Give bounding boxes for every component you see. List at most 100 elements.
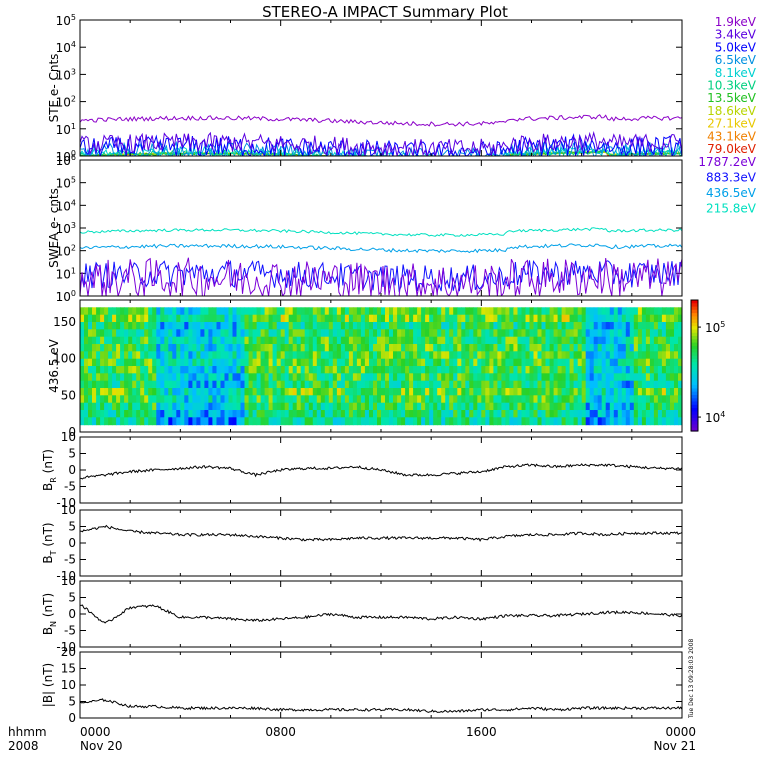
heatmap-cell xyxy=(461,380,466,389)
heatmap-cell xyxy=(589,388,595,396)
heatmap-cell xyxy=(276,351,282,360)
heatmap-cell xyxy=(541,358,547,367)
panel-frame xyxy=(79,509,683,577)
heatmap-cell xyxy=(509,336,514,345)
heatmap-cell xyxy=(674,366,679,374)
heatmap-cell xyxy=(577,351,583,360)
heatmap-cell xyxy=(224,388,230,396)
heatmap-cell xyxy=(152,395,157,404)
heatmap-cell xyxy=(272,314,278,323)
heatmap-cell xyxy=(609,410,615,418)
heatmap-cell xyxy=(312,322,318,330)
heatmap-cell xyxy=(332,329,338,338)
heatmap-cell xyxy=(649,358,655,367)
heatmap-cell xyxy=(670,358,675,367)
heatmap-cell xyxy=(405,344,410,352)
heatmap-cell xyxy=(505,380,510,389)
heatmap-cell xyxy=(112,322,117,330)
heatmap-cell xyxy=(481,373,486,382)
heatmap-cell xyxy=(164,322,169,330)
heatmap-cell xyxy=(176,417,181,426)
heatmap-cell xyxy=(373,380,378,389)
heatmap-cell xyxy=(192,402,197,411)
heatmap-cell xyxy=(670,366,675,374)
heatmap-cell xyxy=(577,358,583,367)
heatmap-cell xyxy=(425,336,430,345)
heatmap-cell xyxy=(665,322,671,330)
heatmap-cell xyxy=(244,336,250,345)
heatmap-cell xyxy=(557,395,563,404)
heatmap-cell xyxy=(577,402,583,411)
heatmap-cell xyxy=(240,410,246,418)
heatmap-cell xyxy=(164,410,169,418)
heatmap-cell xyxy=(192,358,197,367)
y-axis-label: BT (nT) xyxy=(41,522,58,563)
heatmap-cell xyxy=(465,380,470,389)
heatmap-cell xyxy=(469,329,474,338)
heatmap-cell xyxy=(425,314,430,323)
heatmap-cell xyxy=(537,329,543,338)
heatmap-cell xyxy=(457,388,462,396)
heatmap-cell xyxy=(164,336,169,345)
heatmap-cell xyxy=(240,388,246,396)
heatmap-cell xyxy=(453,336,458,345)
heatmap-cell xyxy=(401,388,406,396)
heatmap-cell xyxy=(597,351,603,360)
heatmap-cell xyxy=(597,380,603,389)
heatmap-cell xyxy=(160,366,165,374)
heatmap-cell xyxy=(260,329,266,338)
heatmap-cell xyxy=(465,344,470,352)
heatmap-cell xyxy=(601,366,607,374)
heatmap-cell xyxy=(236,351,242,360)
heatmap-cell xyxy=(104,322,109,330)
heatmap-cell xyxy=(517,388,523,396)
heatmap-cell xyxy=(670,322,675,330)
heatmap-cell xyxy=(393,314,398,323)
heatmap-cell xyxy=(481,388,486,396)
x-tick-date: Nov 21 xyxy=(653,739,696,753)
heatmap-cell xyxy=(296,373,302,382)
heatmap-cell xyxy=(128,307,133,316)
heatmap-cell xyxy=(637,322,643,330)
heatmap-cell xyxy=(340,344,346,352)
heatmap-cell xyxy=(132,314,137,323)
heatmap-cell xyxy=(573,373,579,382)
heatmap-cell xyxy=(581,373,587,382)
heatmap-cell xyxy=(108,307,113,316)
heatmap-cell xyxy=(344,410,350,418)
heatmap-cell xyxy=(477,380,482,389)
heatmap-cell xyxy=(192,336,197,345)
heatmap-cell xyxy=(485,402,490,411)
heatmap-cell xyxy=(92,388,97,396)
heatmap-cell xyxy=(92,344,97,352)
heatmap-cell xyxy=(268,314,274,323)
heatmap-cell xyxy=(276,366,282,374)
heatmap-cell xyxy=(84,373,89,382)
heatmap-cell xyxy=(108,351,113,360)
heatmap-cell xyxy=(248,366,254,374)
heatmap-cell xyxy=(621,366,627,374)
heatmap-cell xyxy=(248,395,254,404)
heatmap-cell xyxy=(128,358,133,367)
heatmap-cell xyxy=(156,344,161,352)
heatmap-cell xyxy=(196,307,201,316)
heatmap-cell xyxy=(360,395,366,404)
heatmap-cell xyxy=(152,322,157,330)
heatmap-cell xyxy=(481,402,486,411)
heatmap-cell xyxy=(465,336,470,345)
heatmap-cell xyxy=(525,322,531,330)
heatmap-cell xyxy=(445,402,450,411)
heatmap-cell xyxy=(625,366,631,374)
heatmap-cell xyxy=(449,358,454,367)
heatmap-cell xyxy=(148,410,153,418)
heatmap-cell xyxy=(300,380,306,389)
heatmap-cell xyxy=(204,388,209,396)
heatmap-cell xyxy=(645,366,651,374)
heatmap-cell xyxy=(505,329,510,338)
heatmap-cell xyxy=(152,373,157,382)
heatmap-cell xyxy=(220,322,226,330)
heatmap-cell xyxy=(144,410,149,418)
heatmap-cell xyxy=(188,366,193,374)
heatmap-cell xyxy=(581,322,587,330)
heatmap-cell xyxy=(613,351,619,360)
